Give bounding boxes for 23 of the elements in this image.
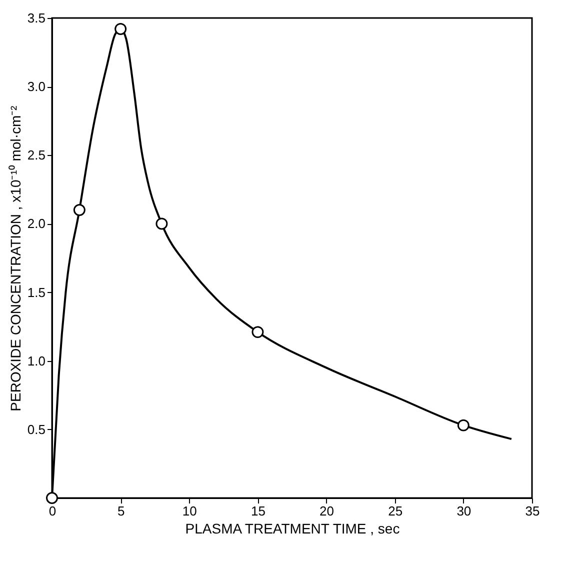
y-axis-title: PEROXIDE CONCENTRATION , x10⁻¹⁰ mol·cm⁻² [7,105,24,412]
y-tick-label: 3.5 [27,10,46,26]
x-tick-label: 10 [182,504,197,518]
x-tick-label: 30 [456,504,472,518]
x-axis-title: PLASMA TREATMENT TIME , sec [185,520,400,536]
y-tick-label: 0.5 [27,422,46,437]
y-tick-label: 2.0 [27,216,46,232]
x-tick-label: 15 [250,504,266,518]
point [156,218,168,230]
x-tick-label: 25 [388,504,403,518]
point [252,326,264,338]
x-tick-label: 20 [320,504,334,518]
x-tick-label: 5 [117,504,125,518]
x-tick-label: 0 [48,504,56,518]
y-tick-label: 3.0 [27,79,46,94]
point [46,492,58,504]
x-tick-label: 35 [525,504,540,518]
y-tick-label: 2.5 [27,148,46,163]
point [457,419,470,432]
y-tick-label: 1.5 [27,284,46,300]
point [73,204,86,216]
y-tick-label: 1.0 [27,353,46,368]
point [114,22,127,35]
